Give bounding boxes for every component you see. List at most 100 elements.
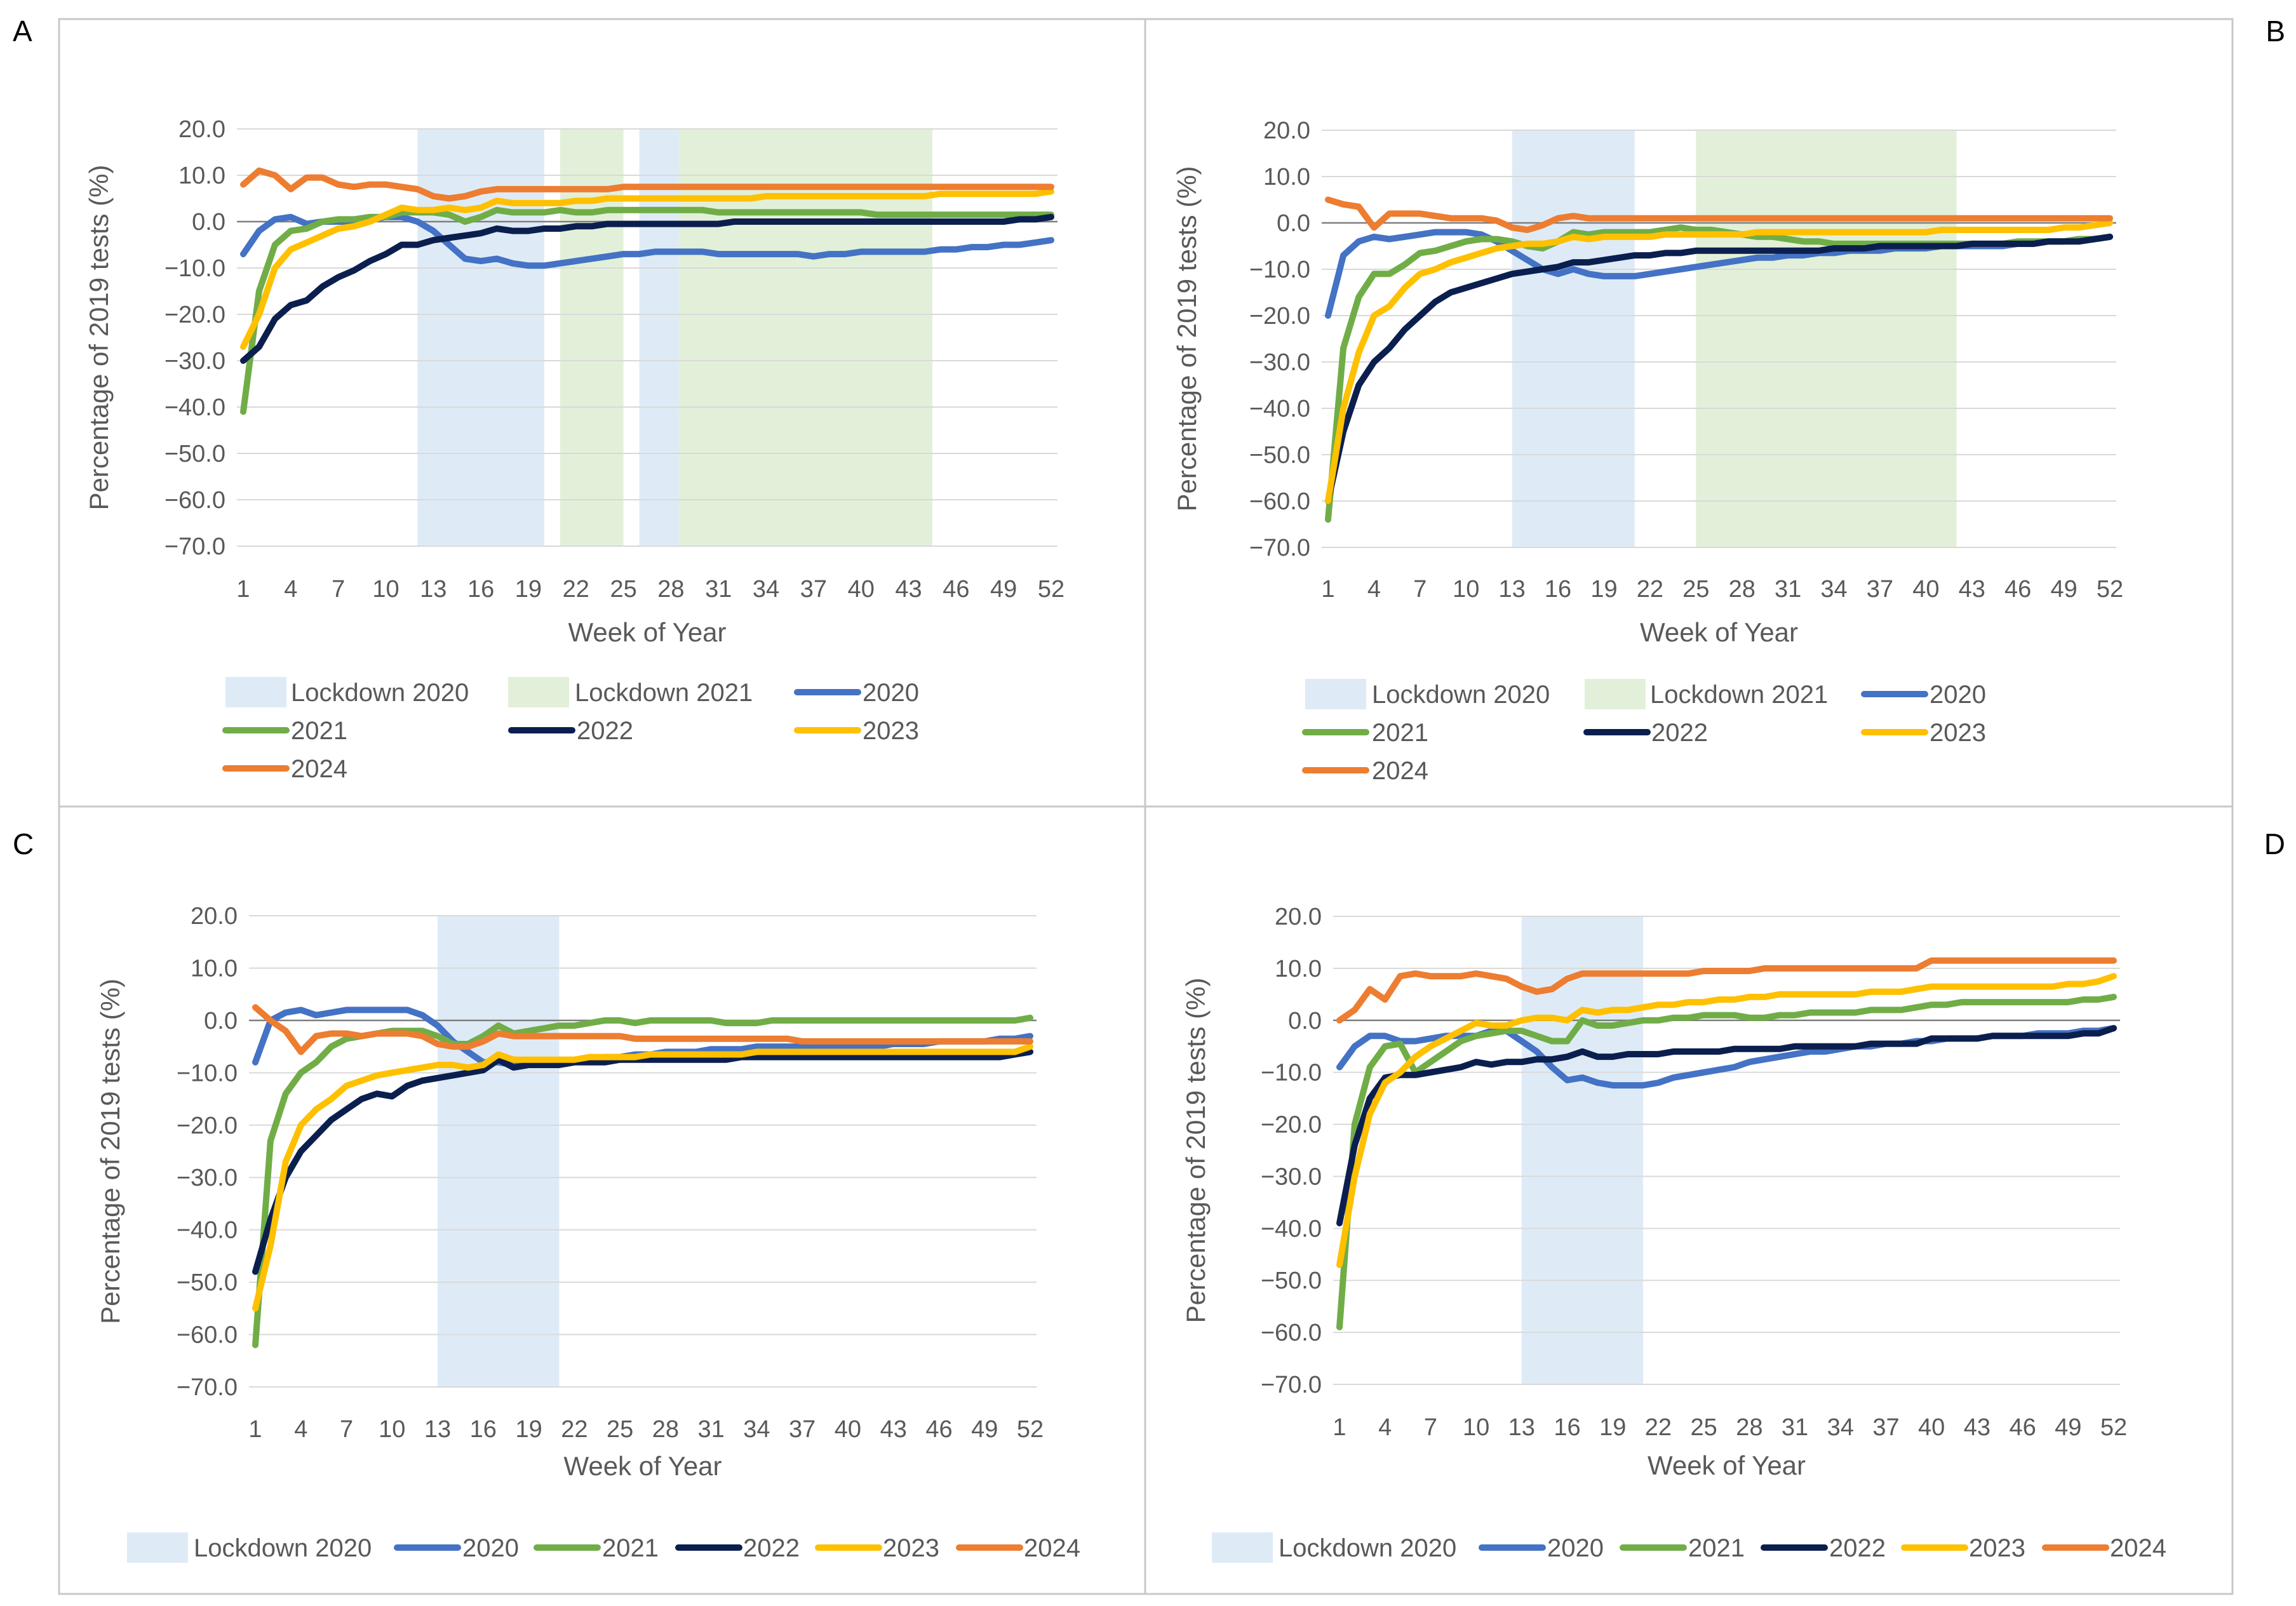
series-line-2022 [252,1048,1033,1275]
x-tick-label: 46 [2009,1414,2036,1441]
x-tick-label: 4 [294,1416,307,1443]
legend-item: 2023 [794,717,919,745]
legend-label: 2023 [1969,1534,2025,1562]
x-tick-label: 1 [1321,576,1334,603]
x-tick-label: 40 [1918,1414,1945,1441]
x-tick-label: 10 [1453,576,1479,603]
x-tick-label: 13 [424,1416,451,1443]
y-tick-label: 20.0 [1275,904,1322,930]
y-tick-label: −10.0 [1261,1060,1322,1087]
x-tick-label: 49 [2050,576,2077,603]
legend-item: 2020 [394,1534,519,1562]
y-tick-label: −20.0 [1261,1112,1322,1139]
x-tick-label: 25 [1691,1414,1717,1441]
x-tick-label: 22 [1645,1414,1672,1441]
x-tick-label: 34 [743,1416,770,1443]
legend-item: 2021 [222,717,347,745]
series-line-2023 [252,1043,1033,1312]
legend-item: Lockdown 2020 [225,677,469,707]
x-tick-label: 22 [563,576,589,603]
y-tick-label: 20.0 [191,903,238,930]
legend: Lockdown 2020 2020 2021 2022 2023 2024 [1212,1532,2166,1563]
y-tick-label: −70.0 [164,533,225,560]
legend-swatch [1305,679,1366,709]
y-tick-label: −10.0 [177,1060,238,1087]
legend: Lockdown 2020 Lockdown 2021 2020 2021 2022 20… [1302,679,1986,785]
panel-label: D [2264,827,2285,860]
legend-label: 2021 [1688,1534,1745,1562]
x-tick-label: 28 [1729,576,1756,603]
x-tick-label: 52 [2100,1414,2127,1441]
panel-border [1144,805,2234,1595]
legend-label: 2021 [602,1534,659,1562]
legend-label: 2023 [863,717,919,745]
legend-item: 2022 [508,717,633,745]
x-tick-label: 4 [1378,1414,1392,1441]
legend-label: Lockdown 2020 [1372,681,1550,709]
x-tick-label: 28 [657,576,684,603]
legend-label: 2020 [863,679,919,707]
y-axis-title: Percentage of 2019 tests (%) [1172,166,1202,512]
series-line-2021 [1336,993,2117,1330]
legend-label: 2022 [743,1534,800,1562]
y-tick-label: −50.0 [177,1269,238,1296]
x-tick-label: 49 [2055,1414,2081,1441]
y-tick-label: 10.0 [178,163,225,189]
x-tick-label: 7 [1413,576,1427,603]
series-line-2022 [1325,233,2113,504]
x-tick-label: 25 [1682,576,1709,603]
x-tick-label: 13 [1499,576,1526,603]
legend-swatch [225,677,286,707]
y-tick-label: −60.0 [164,487,225,514]
x-tick-label: 13 [1508,1414,1535,1441]
lockdown-region [438,916,560,1387]
x-tick-label: 43 [880,1416,907,1443]
x-tick-label: 4 [1367,576,1381,603]
x-tick-label: 43 [1964,1414,1991,1441]
x-tick-label: 52 [2097,576,2123,603]
x-tick-label: 19 [515,576,542,603]
y-tick-label: 10.0 [1275,956,1322,982]
x-tick-label: 7 [1424,1414,1437,1441]
series-line-2023 [1325,220,2113,504]
legend-item: 2022 [675,1534,800,1562]
x-tick-label: 37 [1867,576,1893,603]
y-tick-label: −70.0 [177,1374,238,1401]
y-tick-label: 0.0 [1288,1008,1322,1034]
x-tick-label: 34 [753,576,779,603]
y-tick-label: 10.0 [191,955,238,982]
x-tick-label: 1 [1333,1414,1346,1441]
x-tick-label: 13 [420,576,446,603]
legend-item: 2023 [1901,1534,2025,1562]
y-tick-label: −20.0 [164,302,225,328]
x-tick-label: 49 [990,576,1017,603]
chart-panel-c: C 20.0 10.0 0.0 −10.0 −20.0 −30.0 −40.0 −50.0 −60… [13,827,1080,1563]
legend-swatch [508,677,569,707]
y-tick-label: −10.0 [164,255,225,282]
legend-swatch [1585,679,1646,709]
x-tick-label: 16 [470,1416,497,1443]
legend-item: 2021 [1302,719,1428,747]
panel-label: C [13,827,34,860]
x-tick-label: 16 [467,576,494,603]
y-tick-label: −30.0 [177,1165,238,1191]
legend-label: 2021 [291,717,347,745]
legend-swatch [1212,1532,1273,1563]
lockdown-region [1521,916,1644,1384]
y-tick-label: −70.0 [1261,1372,1322,1398]
x-axis-title: Week of Year [563,1451,722,1481]
x-tick-label: 43 [1959,576,1985,603]
y-axis-title: Percentage of 2019 tests (%) [84,165,114,511]
x-axis-title: Week of Year [568,617,726,647]
legend-item: 2021 [1620,1534,1745,1562]
legend-item: Lockdown 2021 [1585,679,1828,709]
series-line-2024 [240,167,1054,202]
x-tick-label: 1 [248,1416,262,1443]
legend-item: 2020 [794,679,919,707]
y-tick-label: 10.0 [1263,164,1310,191]
lockdown-region [1696,130,1957,547]
x-tick-label: 52 [1017,1416,1044,1443]
x-tick-label: 37 [800,576,827,603]
legend-item: Lockdown 2021 [508,677,753,707]
x-tick-label: 46 [925,1416,952,1443]
